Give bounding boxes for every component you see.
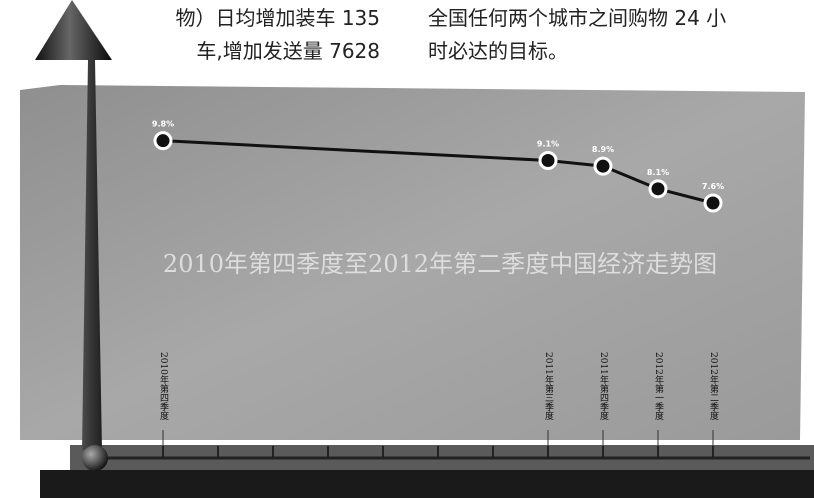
point (593, 156, 613, 176)
pole (35, 0, 112, 450)
panel (20, 85, 805, 440)
article-text: 车,增加发送量 7628 (196, 39, 380, 63)
point (153, 131, 173, 151)
pole-ball (82, 445, 108, 471)
point (648, 179, 668, 199)
value-label: 9.8% (152, 120, 174, 129)
value-label: 8.9% (592, 145, 614, 154)
article-text: 物）日均增加装车 135 (175, 6, 380, 30)
line-segment (602, 164, 659, 191)
value-label: 8.1% (647, 168, 669, 177)
value-label: 7.6% (702, 182, 724, 191)
base (40, 470, 814, 498)
article-text: 全国任何两个城市之间购物 24 小 (428, 6, 726, 30)
x-tick-label: 2012年第一季度 (653, 352, 664, 421)
article-text: 时必达的目标。 (428, 39, 568, 63)
chart-title: 2010年第四季度至2012年第二季度中国经济走势图 (163, 250, 717, 278)
point (703, 193, 723, 213)
x-tick-label: 2011年第三季度 (543, 352, 554, 421)
point (538, 151, 558, 170)
line-segment (162, 139, 549, 162)
x-tick-label: 2012年第二季度 (708, 352, 719, 421)
x-tick-label: 2010年第四季度 (158, 352, 169, 421)
value-label: 9.1% (537, 140, 559, 149)
x-tick-label: 2011年第四季度 (598, 352, 609, 421)
